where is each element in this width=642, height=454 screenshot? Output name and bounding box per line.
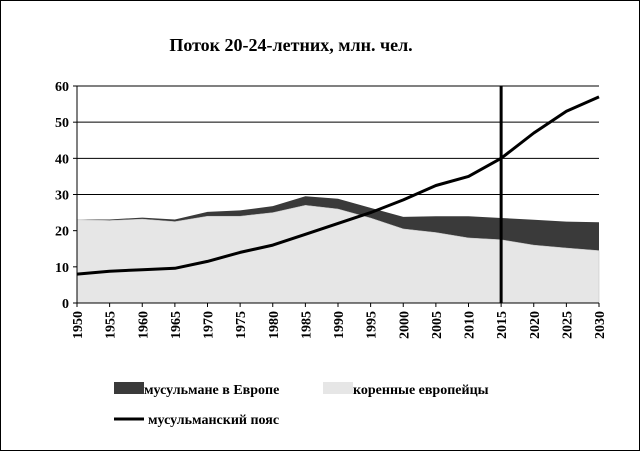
x-tick-label-2005: 2005 [430, 311, 445, 339]
x-tick-label-1995: 1995 [365, 311, 380, 339]
line-muslim-belt [76, 95, 600, 276]
x-tick-label-1975: 1975 [234, 311, 249, 339]
x-tick-label-1990: 1990 [332, 311, 347, 339]
area-series [76, 196, 600, 304]
x-tick-label-1980: 1980 [267, 311, 282, 339]
x-tick-label-2030: 2030 [593, 311, 608, 339]
x-tick-label-1950: 1950 [71, 311, 86, 339]
y-tick-label-10: 10 [55, 261, 69, 276]
x-tick-label-1955: 1955 [104, 311, 119, 339]
legend-swatch-muslims-europe [114, 382, 144, 394]
y-tick-label-50: 50 [55, 116, 69, 131]
x-axis-ticks: 1950 1955 1960 1965 1970 1975 1980 1985 1990 1995… [71, 303, 608, 339]
legend-swatch-native-europeans [323, 382, 353, 394]
x-tick-label-2000: 2000 [397, 311, 412, 339]
x-tick-label-2020: 2020 [528, 311, 543, 339]
y-tick-label-20: 20 [55, 225, 69, 240]
area-native-europeans [76, 205, 600, 304]
legend-label-native-europeans: коренные европейцы [353, 383, 489, 398]
legend: мусульмане в Европе коренные европейцы м… [114, 382, 489, 428]
y-tick-label-40: 40 [55, 152, 69, 167]
y-tick-label-0: 0 [62, 297, 69, 312]
x-tick-label-1985: 1985 [299, 311, 314, 339]
y-tick-label-30: 30 [55, 189, 69, 204]
y-tick-label-60: 60 [55, 80, 69, 95]
x-tick-label-2015: 2015 [495, 311, 510, 339]
legend-label-muslim-belt: мусульманский пояс [148, 413, 279, 428]
area-muslims-europe [77, 196, 599, 251]
legend-label-muslims-europe: мусульмане в Европе [144, 383, 279, 398]
line-series [76, 86, 600, 303]
x-tick-label-1960: 1960 [136, 311, 151, 339]
x-tick-label-1970: 1970 [202, 311, 217, 339]
x-tick-label-1965: 1965 [169, 311, 184, 339]
x-tick-label-2010: 2010 [463, 311, 478, 339]
chart-title: Поток 20-24-летних, млн. чел. [169, 35, 412, 55]
x-tick-label-2025: 2025 [560, 311, 575, 339]
y-axis-ticks: 0 10 20 30 40 50 60 [55, 80, 77, 312]
